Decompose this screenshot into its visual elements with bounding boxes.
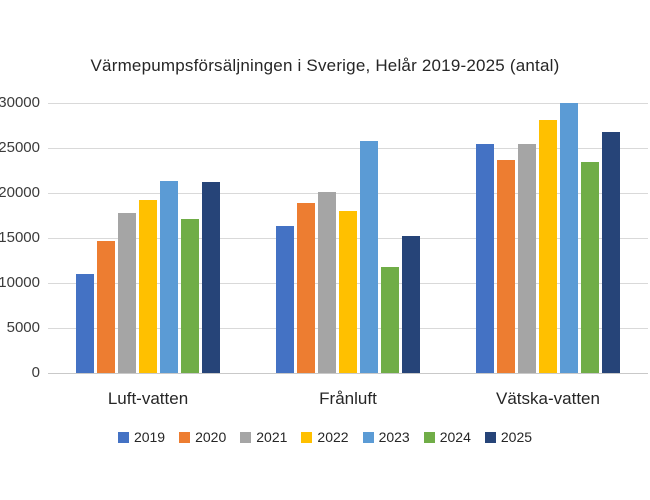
- legend-swatch-icon: [423, 431, 435, 443]
- legend-swatch-icon: [179, 431, 191, 443]
- legend-item-2020: 2020: [179, 429, 226, 445]
- y-tick-label: 15000: [0, 229, 40, 246]
- x-axis-line: [48, 373, 648, 374]
- legend-label: 2024: [439, 429, 471, 445]
- bar-2025: [202, 182, 220, 373]
- bar-group: [448, 103, 648, 373]
- legend-label: 2020: [195, 429, 227, 445]
- legend-item-2024: 2024: [423, 429, 471, 445]
- legend-swatch-icon: [240, 431, 252, 443]
- legend-label: 2022: [317, 429, 349, 445]
- bar-2019: [276, 226, 294, 373]
- legend-label: 2021: [256, 429, 288, 445]
- legend-swatch-icon: [362, 431, 374, 443]
- legend-item-2023: 2023: [362, 429, 410, 445]
- legend-swatch-icon: [484, 431, 496, 443]
- legend-item-2019: 2019: [117, 429, 166, 445]
- bar-2025: [602, 131, 620, 373]
- bar-group: [248, 103, 448, 373]
- legend-item-2022: 2022: [301, 429, 349, 445]
- category-label: Vätska-vatten: [496, 389, 600, 408]
- y-tick-label: 20000: [0, 184, 40, 201]
- bar-2024: [381, 266, 399, 373]
- bar-2023: [360, 140, 378, 373]
- bar-2020: [497, 159, 515, 373]
- bar-2023: [160, 181, 178, 373]
- bar-2021: [518, 143, 536, 373]
- y-tick-label: 5000: [6, 319, 40, 336]
- bar-2022: [139, 200, 157, 373]
- bar-group: [48, 103, 248, 373]
- legend-label: 2019: [133, 429, 166, 445]
- gridline: [48, 148, 648, 149]
- y-tick-label: 10000: [0, 274, 40, 291]
- legend-swatch-icon: [301, 431, 313, 443]
- bar-2019: [476, 144, 494, 373]
- bar-2024: [581, 161, 599, 373]
- legend-swatch-icon: [117, 431, 129, 443]
- gridline: [48, 103, 648, 104]
- legend-label: 2023: [378, 429, 410, 445]
- plot-area: [48, 103, 648, 374]
- legend-label: 2025: [500, 429, 533, 445]
- bar-2021: [318, 192, 336, 373]
- bar-2022: [539, 120, 557, 373]
- bar-2024: [181, 219, 199, 373]
- bar-2020: [97, 240, 115, 373]
- bar-2020: [297, 202, 315, 373]
- bar-2023: [560, 103, 578, 373]
- bar-2025: [402, 236, 420, 373]
- legend-item-2025: 2025: [484, 429, 533, 445]
- bar-2019: [76, 274, 94, 373]
- y-tick-label: 30000: [0, 94, 40, 111]
- bar-2021: [118, 212, 136, 373]
- category-label: Luft-vatten: [107, 389, 189, 408]
- legend: 2019 2020 2021 2022 2023 2024 2025: [0, 429, 650, 445]
- y-tick-label: 0: [31, 364, 40, 381]
- category-label: Frånluft: [319, 389, 377, 408]
- legend-item-2021: 2021: [240, 429, 287, 445]
- bar-2022: [339, 211, 357, 373]
- y-tick-label: 25000: [0, 139, 40, 156]
- chart-title: Värmepumpsförsäljningen i Sverige, Helår…: [90, 56, 560, 75]
- gridline: [48, 193, 648, 194]
